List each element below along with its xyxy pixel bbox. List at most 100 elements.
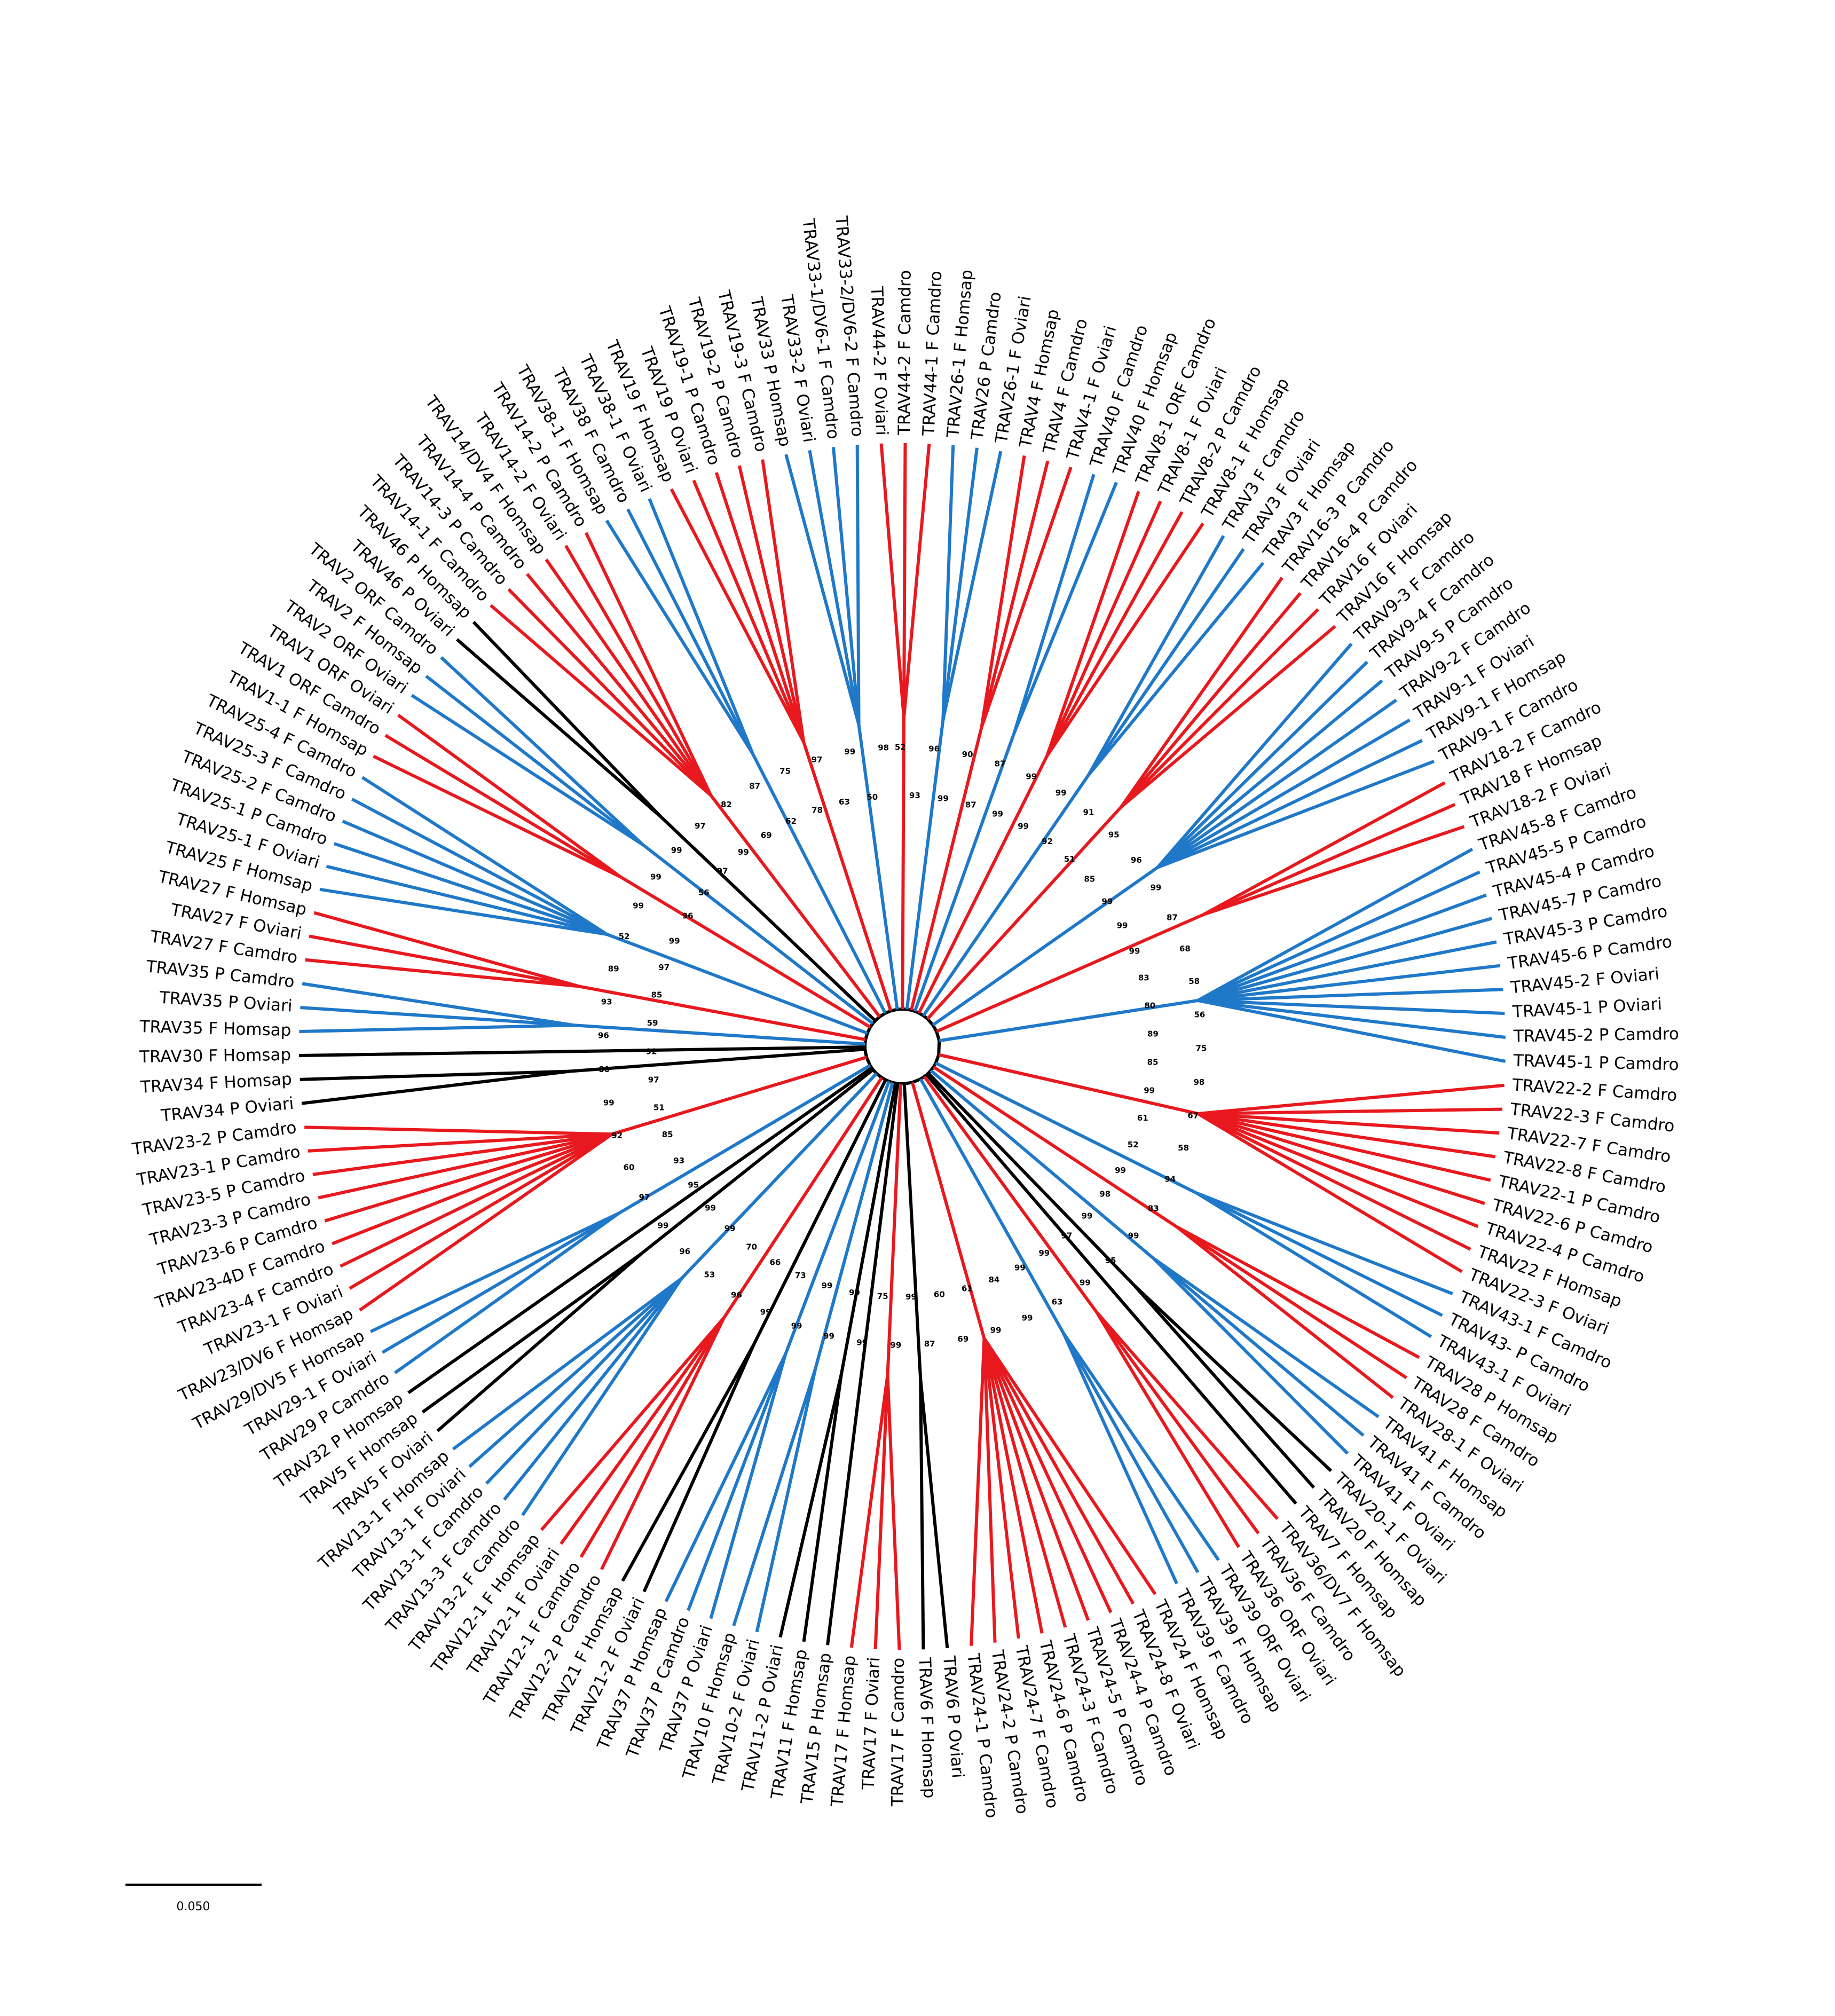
branch: [502, 1277, 683, 1501]
branch: [980, 455, 1026, 728]
branch: [982, 1338, 997, 1643]
branch: [579, 1317, 726, 1558]
branch: [659, 815, 877, 1022]
support-value: 60: [934, 1289, 945, 1299]
branch: [941, 445, 955, 720]
branch: [358, 1132, 613, 1312]
support-value: 92: [611, 1131, 623, 1140]
branch: [1045, 491, 1140, 757]
branch: [1156, 642, 1353, 869]
support-value: 93: [909, 791, 920, 800]
support-value: 50: [867, 792, 878, 802]
branch: [619, 875, 871, 1029]
branch: [640, 1068, 875, 1255]
support-value: 75: [779, 766, 791, 776]
support-value: 52: [619, 932, 630, 941]
branch: [384, 734, 621, 878]
support-value: 53: [704, 1270, 715, 1279]
support-value: 80: [1144, 1001, 1155, 1011]
branch: [1196, 847, 1474, 1002]
branch: [919, 1379, 949, 1649]
branch: [1198, 998, 1505, 1015]
support-value: 85: [651, 990, 662, 1000]
support-value: 99: [1080, 1278, 1091, 1288]
support-value: 97: [695, 821, 706, 831]
branch: [1196, 1191, 1453, 1296]
support-value: 66: [769, 1258, 781, 1267]
branch: [778, 1373, 843, 1638]
branch: [525, 573, 712, 797]
support-value: 51: [653, 1102, 665, 1112]
branch: [1198, 1083, 1505, 1115]
branch: [1197, 999, 1506, 1063]
support-value: 94: [1164, 1174, 1176, 1184]
branch: [886, 1375, 901, 1650]
branch: [1197, 999, 1506, 1040]
branch: [300, 1069, 570, 1081]
branch: [1195, 1192, 1432, 1338]
branch: [507, 588, 712, 797]
branch: [606, 933, 868, 1035]
support-value: 96: [928, 744, 940, 754]
support-value: 99: [633, 901, 644, 911]
branch: [982, 1337, 1113, 1613]
branch: [308, 1132, 612, 1153]
support-value: 87: [965, 800, 976, 809]
support-value: 63: [1052, 1297, 1063, 1307]
branch: [939, 999, 1198, 1043]
branch: [1062, 1332, 1220, 1561]
support-value: 83: [1138, 973, 1149, 983]
support-value: 99: [669, 936, 680, 946]
support-value: 99: [760, 1308, 771, 1317]
branch: [1198, 1112, 1496, 1159]
branch: [648, 498, 754, 754]
leaf-label: TRAV17 F Camdro: [888, 1658, 908, 1807]
branch: [1157, 760, 1435, 869]
root: [863, 1007, 941, 1085]
leaf-label: TRAV34 F Homsap: [139, 1069, 292, 1097]
support-value: 92: [1042, 837, 1053, 846]
branch: [455, 638, 662, 818]
support-value: 99: [671, 845, 682, 855]
support-value: 99: [1038, 1248, 1050, 1258]
support-value: 98: [1099, 1189, 1111, 1199]
branch: [905, 720, 945, 1010]
support-value: 82: [721, 800, 732, 809]
support-value: 99: [822, 1281, 833, 1290]
branch: [621, 1344, 755, 1582]
branch: [709, 1353, 787, 1619]
branch: [301, 1069, 571, 1105]
branch: [873, 1375, 889, 1650]
branch: [714, 472, 805, 743]
branch: [490, 604, 712, 797]
support-value: 96: [1131, 855, 1142, 865]
branch: [305, 958, 579, 988]
branch: [642, 1344, 755, 1593]
support-value: 99: [890, 1340, 901, 1350]
branch: [1121, 1301, 1297, 1505]
branch: [808, 450, 861, 726]
branch: [440, 656, 644, 846]
branch: [1202, 781, 1446, 916]
support-value: 99: [990, 1325, 1002, 1335]
support-value: 99: [856, 1337, 868, 1347]
support-value: 97: [639, 1193, 650, 1202]
branch: [1197, 1112, 1463, 1273]
leaf-label: TRAV30 F Homsap: [139, 1045, 291, 1067]
branch: [425, 674, 644, 846]
branch: [468, 1277, 683, 1468]
support-value: 99: [844, 747, 855, 757]
support-value: 75: [877, 1292, 888, 1301]
support-value: 95: [1108, 830, 1120, 840]
branch: [855, 445, 861, 725]
branch: [886, 1083, 902, 1375]
branch: [393, 1212, 620, 1374]
branch: [521, 1278, 683, 1516]
support-value: 99: [1115, 1166, 1126, 1175]
branch: [300, 1006, 574, 1027]
branch: [1045, 511, 1184, 757]
branch: [970, 1338, 986, 1646]
branch: [802, 1374, 843, 1642]
support-value: 87: [995, 759, 1006, 768]
